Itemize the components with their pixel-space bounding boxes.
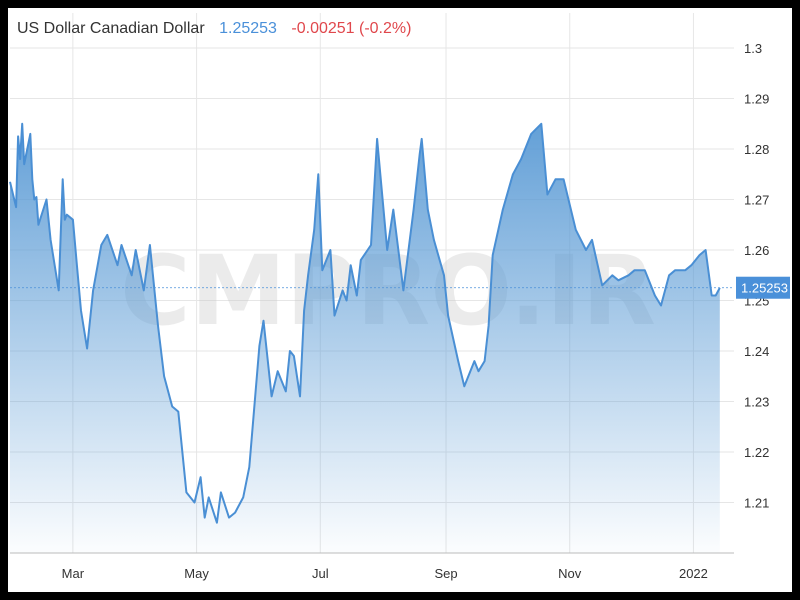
price-line [9, 122, 721, 524]
price-area [10, 123, 720, 554]
y-tick-label: 1.23 [744, 395, 769, 410]
x-axis: Mar May Jul Sep Nov 2022 [10, 552, 734, 581]
y-tick-label: 1.27 [744, 193, 769, 208]
y-tick-label: 1.28 [744, 142, 769, 157]
chart-header: US Dollar Canadian Dollar 1.25253 -0.002… [17, 20, 421, 38]
pair-name: US Dollar Canadian Dollar [17, 20, 205, 37]
chart-canvas: CMPRO.IR 1.211.221.231.241.251.261.271.2… [9, 13, 790, 581]
y-tick-label: 1.24 [744, 344, 769, 359]
x-tick-label: 2022 [679, 566, 708, 581]
x-tick-label: Nov [558, 566, 582, 581]
price-change: -0.00251 (-0.2%) [291, 20, 412, 37]
x-tick-label: Mar [62, 566, 85, 581]
chart-frame: CMPRO.IR 1.211.221.231.241.251.261.271.2… [8, 8, 792, 592]
y-axis: 1.211.221.231.241.251.261.271.281.291.3 [744, 41, 769, 511]
y-tick-label: 1.22 [744, 445, 769, 460]
x-tick-label: Sep [434, 566, 457, 581]
current-price-label: 1.25253 [736, 276, 790, 299]
last-price: 1.25253 [219, 20, 277, 37]
current-price-tag [736, 276, 790, 299]
y-tick-label: 1.26 [744, 243, 769, 258]
current-price-value: 1.25253 [741, 281, 788, 296]
x-tick-label: May [184, 566, 209, 581]
x-tick-label: Jul [312, 566, 329, 581]
y-tick-label: 1.21 [744, 496, 769, 511]
y-tick-label: 1.3 [744, 41, 762, 56]
y-tick-label: 1.29 [744, 92, 769, 107]
